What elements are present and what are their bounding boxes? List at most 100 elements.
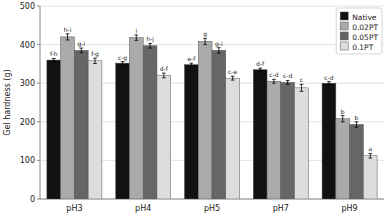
error-bar: [355, 122, 359, 127]
error-cap: [300, 84, 304, 85]
annotation: c-e: [228, 68, 237, 75]
error-cap: [79, 52, 83, 53]
error-line: [53, 58, 54, 61]
annotations: f-hc-ge-fd-fc-dh-iigc-dbg-ih-jg-ic-dbf-g…: [50, 26, 373, 153]
error-cap: [93, 63, 97, 64]
annotation: f-g: [91, 50, 99, 58]
annotation: c: [300, 76, 303, 83]
legend: Native0.02PT0.05PT0.1PT: [336, 8, 382, 54]
bar: [363, 156, 377, 199]
bar: [198, 42, 212, 199]
error-line: [191, 63, 192, 66]
error-cap: [190, 63, 194, 64]
error-line: [356, 122, 357, 127]
error-bar: [121, 62, 125, 65]
error-cap: [231, 80, 235, 81]
error-line: [122, 62, 123, 65]
error-cap: [66, 39, 70, 40]
plot-area: [40, 6, 384, 199]
annotation: c-d: [324, 74, 333, 81]
error-cap: [272, 83, 276, 84]
series: [74, 43, 363, 199]
annotation: h-j: [146, 35, 154, 43]
x-tick-label: pH9: [342, 204, 358, 213]
error-line: [218, 48, 219, 53]
legend-swatch: [340, 22, 348, 30]
error-cap: [121, 61, 125, 62]
annotation: d-f: [160, 65, 169, 72]
annotation: b: [355, 114, 359, 121]
bar: [226, 78, 240, 199]
legend-label: 0.1PT: [352, 43, 373, 52]
annotation: g: [203, 30, 207, 38]
error-cap: [327, 81, 331, 82]
annotation: h-i: [64, 26, 72, 33]
error-bar: [258, 68, 262, 71]
error-bar: [79, 48, 83, 53]
bar: [143, 46, 157, 199]
annotation: f-h: [50, 50, 58, 57]
error-cap: [341, 121, 345, 122]
error-line: [260, 68, 261, 71]
bar: [336, 119, 350, 199]
annotation: d-f: [256, 60, 265, 67]
error-line: [232, 76, 233, 80]
error-cap: [203, 38, 207, 39]
error-line: [273, 79, 274, 83]
error-line: [301, 84, 302, 91]
error-cap: [135, 40, 139, 41]
bar: [184, 65, 198, 199]
error-line: [370, 153, 371, 158]
error-cap: [217, 53, 221, 54]
error-cap: [66, 33, 70, 34]
error-cap: [341, 115, 345, 116]
error-cap: [258, 71, 262, 72]
bar: [253, 70, 267, 199]
x-tick-label: pH7: [273, 204, 289, 213]
series: [61, 34, 350, 199]
bar: [281, 82, 295, 199]
series: [47, 58, 336, 199]
y-tick-label: 0: [30, 195, 35, 204]
error-cap: [231, 76, 235, 77]
legend-label: 0.02PT: [352, 23, 378, 32]
error-cap: [203, 44, 207, 45]
error-cap: [79, 48, 83, 49]
error-cap: [135, 34, 139, 35]
bar: [295, 88, 309, 199]
y-tick-label: 300: [20, 79, 35, 88]
bar: [61, 37, 75, 199]
error-bar: [66, 34, 70, 40]
error-bar: [93, 58, 97, 63]
error-line: [150, 43, 151, 48]
error-cap: [300, 91, 304, 92]
error-bar: [272, 79, 276, 83]
error-bar: [327, 82, 331, 85]
error-bar: [148, 43, 152, 48]
error-cap: [190, 66, 194, 67]
y-tick-label: 200: [20, 118, 35, 127]
error-cap: [52, 61, 56, 62]
axes: 0100200300400500pH3pH4pH5pH7pH9: [20, 2, 384, 213]
error-cap: [286, 80, 290, 81]
error-cap: [93, 58, 97, 59]
error-bar: [341, 116, 345, 122]
error-bar: [231, 76, 235, 80]
legend-label: Native: [352, 13, 377, 22]
error-bar: [203, 38, 207, 44]
series: [88, 58, 377, 199]
error-line: [205, 38, 206, 44]
error-cap: [121, 64, 125, 65]
y-axis-line: [40, 6, 41, 199]
legend-swatch: [340, 32, 348, 40]
bar: [47, 60, 61, 199]
error-cap: [355, 121, 359, 122]
error-bar: [286, 80, 290, 84]
error-line: [81, 48, 82, 53]
error-line: [328, 82, 329, 85]
bar: [322, 83, 336, 199]
annotation: g-i: [215, 40, 223, 48]
error-cap: [52, 58, 56, 59]
x-tick-label: pH3: [66, 204, 82, 213]
error-cap: [148, 48, 152, 49]
